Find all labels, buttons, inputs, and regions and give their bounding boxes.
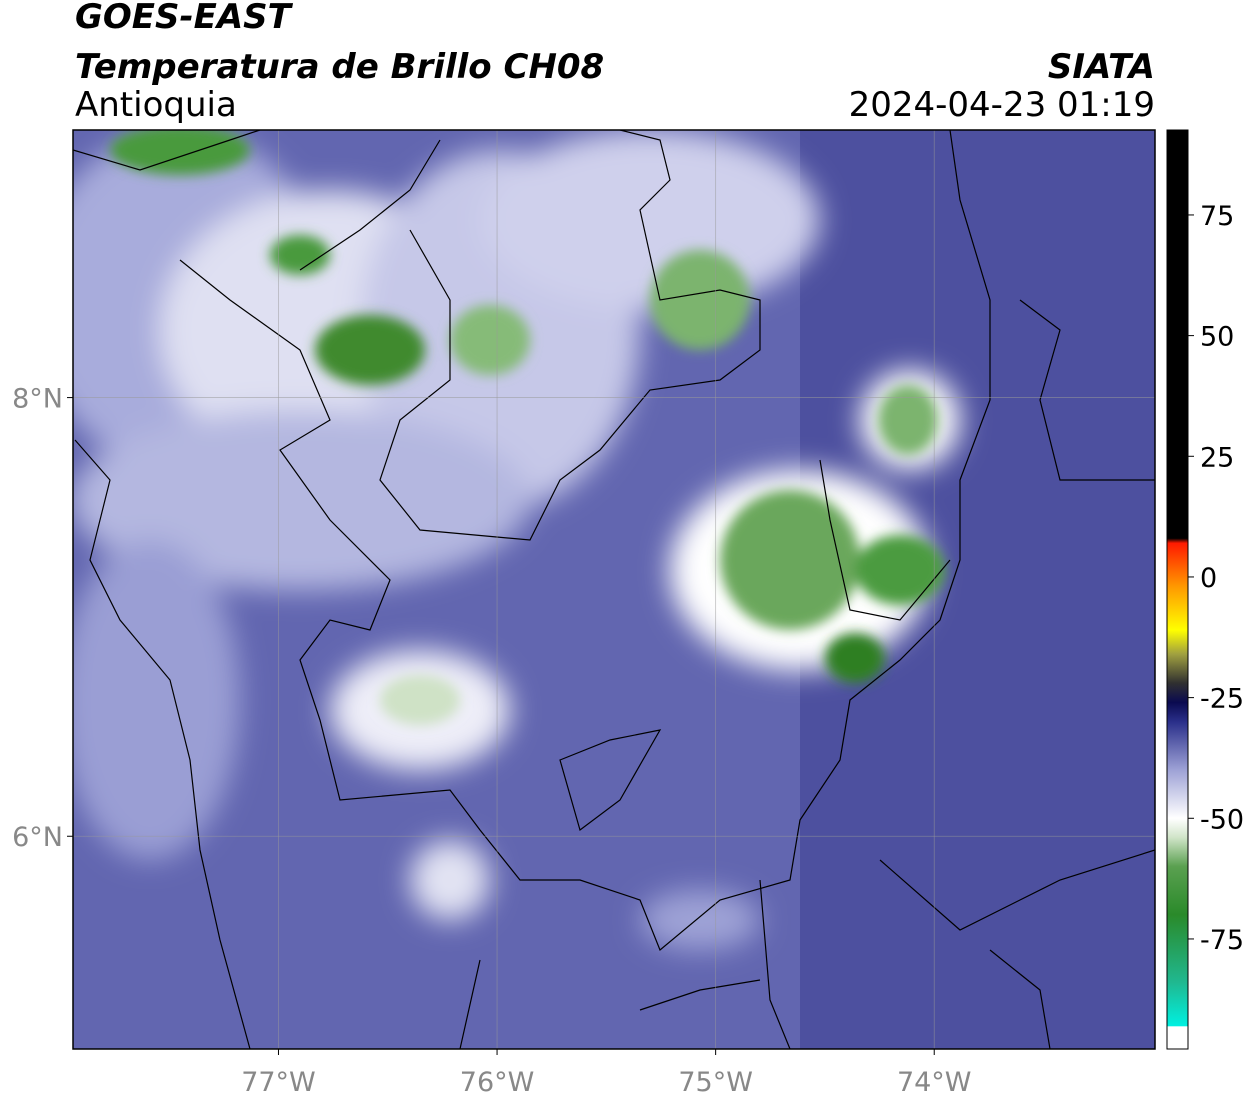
region: Antioquia xyxy=(75,85,237,125)
timestamp: 2024-04-23 01:19 xyxy=(849,85,1155,125)
colorbar-tick-label: 75 xyxy=(1200,201,1234,232)
title: GOES-EAST xyxy=(75,0,294,37)
y-tick-label: 8°N xyxy=(12,384,63,415)
colorbar-tick-label: 0 xyxy=(1200,563,1217,594)
map-frame xyxy=(72,129,1156,1050)
colorbar xyxy=(1166,129,1189,1050)
colorbar-tick-label: -50 xyxy=(1200,804,1244,835)
map-image xyxy=(73,130,1155,1049)
x-tick-label: 75°W xyxy=(678,1067,753,1098)
x-tick-label: 74°W xyxy=(897,1067,972,1098)
colorbar-tick-label: -75 xyxy=(1200,925,1244,956)
subtitle: Temperatura de Brillo CH08 xyxy=(75,47,604,87)
x-tick-label: 77°W xyxy=(241,1067,316,1098)
x-tick-label: 76°W xyxy=(460,1067,535,1098)
colorbar-tick-label: 50 xyxy=(1200,322,1234,353)
source: SIATA xyxy=(1048,47,1155,87)
colorbar-tick-label: -25 xyxy=(1200,684,1244,715)
colorbar-tick-label: 25 xyxy=(1200,442,1234,473)
y-tick-label: 6°N xyxy=(12,822,63,853)
